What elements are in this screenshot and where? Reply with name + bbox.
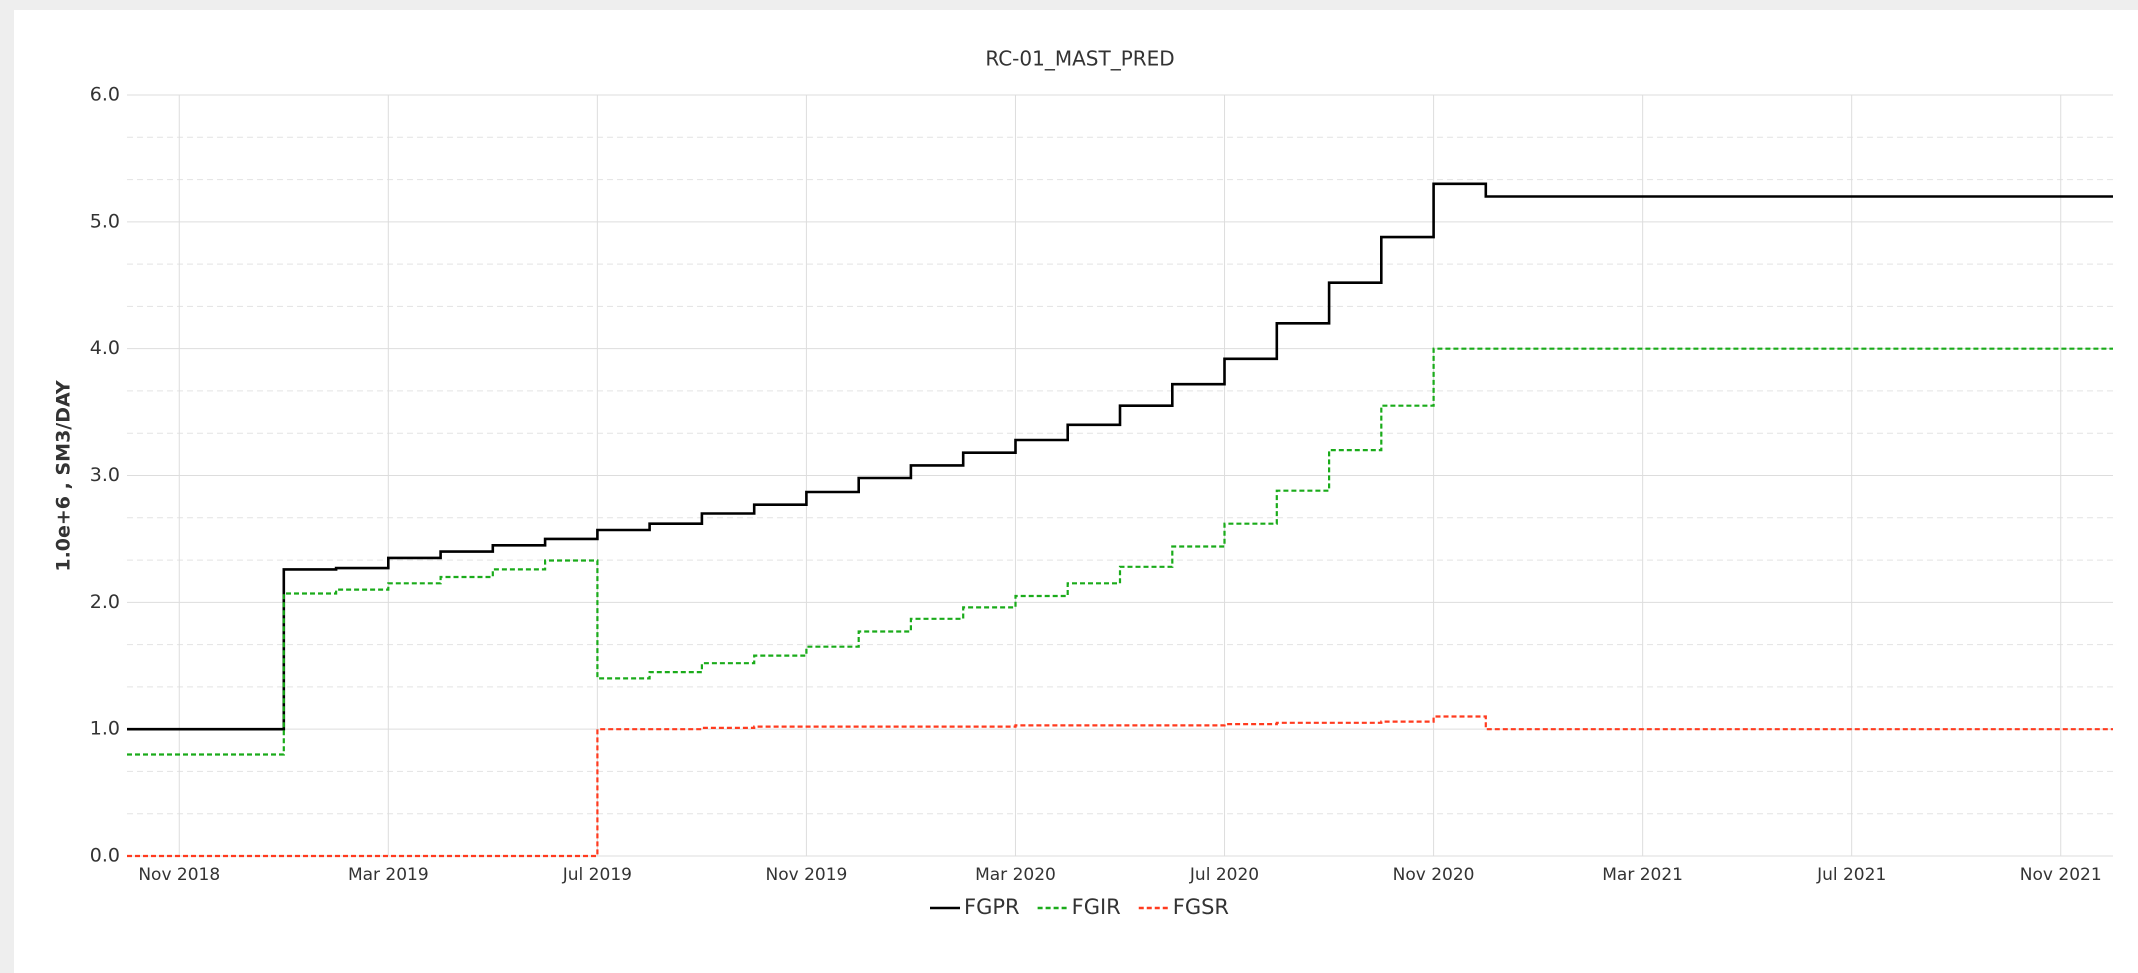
y-tick-label: 4.0 (90, 337, 120, 359)
y-tick-label: 5.0 (90, 210, 120, 232)
y-tick-label: 2.0 (90, 591, 120, 613)
x-tick-label: Mar 2020 (975, 865, 1056, 885)
x-tick-label: Nov 2021 (2020, 865, 2102, 885)
y-tick-label: 0.0 (90, 845, 120, 867)
legend-label: FGPR (964, 895, 1020, 919)
panel (14, 10, 2138, 973)
x-tick-label: Mar 2019 (348, 865, 429, 885)
x-tick-label: Nov 2018 (138, 865, 220, 885)
chart-title: RC-01_MAST_PRED (985, 47, 1174, 71)
series-line (127, 715, 2113, 858)
y-tick-label: 1.0 (90, 718, 120, 740)
x-tick-label: Jul 2021 (1816, 865, 1886, 885)
x-tick-label: Nov 2020 (1393, 865, 1475, 885)
x-tick-label: Nov 2019 (765, 865, 847, 885)
x-tick-label: Mar 2021 (1602, 865, 1683, 885)
legend-label: FGIR (1072, 895, 1121, 919)
series-line (127, 347, 2113, 756)
x-tick-label: Jul 2019 (562, 865, 632, 885)
y-tick-label: 6.0 (90, 84, 120, 106)
series-line (127, 182, 2113, 731)
y-axis-label: 1.0e+6 , SM3/DAY (53, 380, 75, 572)
y-tick-label: 3.0 (90, 464, 120, 486)
legend-label: FGSR (1173, 895, 1229, 919)
x-tick-label: Jul 2020 (1189, 865, 1259, 885)
